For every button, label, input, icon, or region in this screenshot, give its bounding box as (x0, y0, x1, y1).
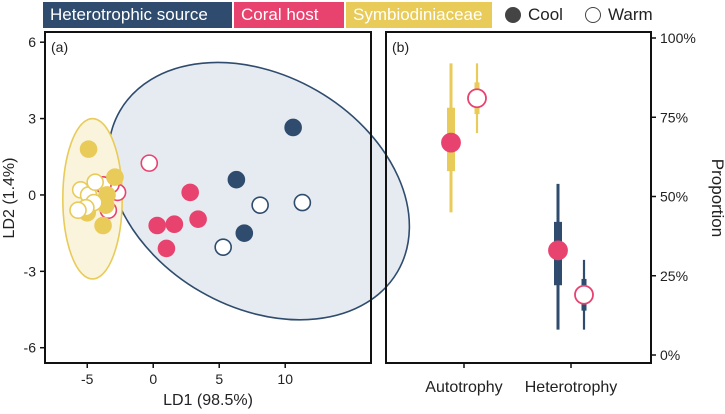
y-tick-label: 6 (28, 34, 36, 50)
point-heterotrophic-source-cool (235, 224, 254, 242)
x-tick-label: 10 (277, 371, 293, 387)
panel-b: (b) 0% 25% 50% 75% 100% Autotrophy Heterotrop… (385, 30, 725, 396)
proportion-tick-label: 75% (660, 109, 688, 125)
panel-b-label: (b) (392, 39, 409, 55)
interval-heterotrophy-cool-median (548, 240, 568, 261)
x-axis-title: LD1 (98.5%) (163, 392, 253, 409)
panel-a-points (69, 118, 312, 258)
panel-a-x-ticks: -5 0 5 10 (81, 363, 293, 387)
legend-warm-label: Warm (608, 5, 653, 24)
point-symbiodiniaceae-cool (106, 168, 124, 186)
proportion-tick-label: 0% (660, 347, 680, 363)
y-tick-label: -3 (24, 263, 37, 279)
point-heterotrophic-source-warm (214, 238, 232, 256)
panel-b-x-ticks: Autotrophy Heterotrophy (425, 363, 617, 396)
interval-autotrophy-warm-median (467, 88, 487, 109)
panel-a-frame (44, 31, 372, 364)
legend-cool-label: Cool (528, 5, 563, 24)
legend-symbiodiniaceae: Symbiodiniaceae (346, 2, 492, 28)
category-label-heterotrophy: Heterotrophy (525, 379, 618, 396)
legend-coral-host: Coral host (234, 2, 344, 28)
interval-autotrophy-cool-median (441, 132, 461, 153)
point-symbiodiniaceae-cool (79, 140, 98, 158)
point-symbiodiniaceae-warm (86, 173, 104, 192)
legend-warm-marker (585, 7, 601, 23)
x-tick-label: -5 (81, 371, 94, 387)
x-tick-label: 0 (149, 371, 157, 387)
proportion-tick-label: 100% (660, 30, 696, 46)
y-axis-title: LD2 (1.4%) (1, 158, 18, 239)
y-tick-label: 0 (28, 187, 36, 203)
panel-a: (a) -5 0 5 10 -6 -3 0 3 6 LD1 (98.5%) LD2 (1.4%… (1, 31, 411, 409)
legend-heterotrophic-source: Heterotrophic source (43, 2, 232, 28)
category-label-autotrophy: Autotrophy (425, 379, 502, 396)
legend-cool-marker (505, 7, 521, 23)
panel-b-frame (385, 31, 652, 364)
point-coral-host-cool (189, 210, 207, 228)
point-heterotrophic-source-cool (284, 118, 302, 137)
panel-b-y-ticks: 0% 25% 50% 75% 100% (651, 30, 696, 363)
y-tick-label: 3 (28, 111, 36, 127)
interval-heterotrophy-warm-median (574, 284, 594, 305)
point-heterotrophic-source-cool (227, 170, 246, 189)
proportion-tick-label: 25% (660, 268, 688, 284)
panel-a-label: (a) (51, 39, 68, 55)
x-tick-label: 5 (215, 371, 223, 387)
point-symbiodiniaceae-cool (94, 216, 112, 235)
point-heterotrophic-source-warm (293, 193, 312, 212)
point-coral-host-cool (148, 216, 166, 235)
point-coral-host-cool (165, 215, 184, 234)
point-coral-host-cool (181, 183, 199, 202)
panel-a-y-ticks: -6 -3 0 3 6 (24, 34, 45, 356)
panel-b-intervals (441, 63, 594, 330)
ellipse-heterotrophic-source (107, 61, 411, 321)
proportion-axis-title: Proportion (708, 159, 725, 237)
point-symbiodiniaceae-warm (69, 201, 87, 220)
point-coral-host-warm (140, 154, 159, 172)
point-heterotrophic-source-warm (251, 196, 269, 214)
proportion-tick-label: 50% (660, 189, 688, 205)
point-coral-host-cool (157, 239, 176, 258)
y-tick-label: -6 (24, 340, 37, 356)
